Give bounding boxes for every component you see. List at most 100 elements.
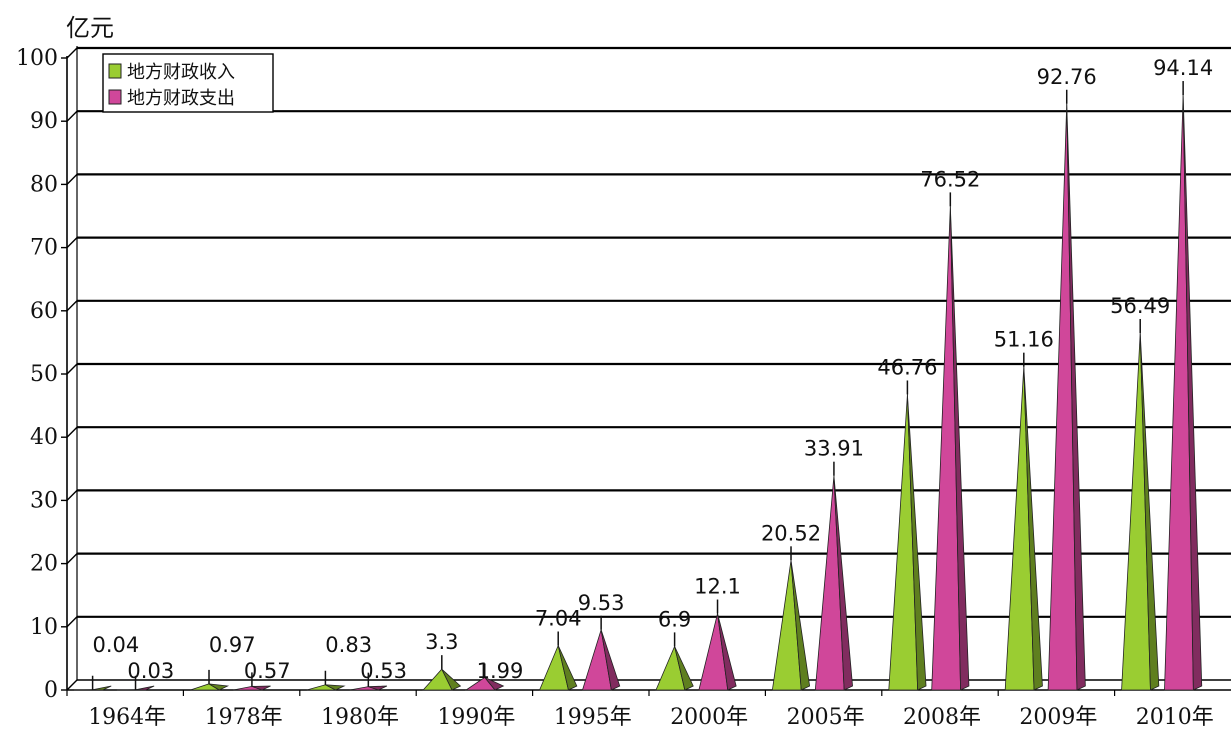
bar-expenditure: 33.91 (804, 437, 864, 691)
cone-side-face (674, 646, 694, 691)
bar-revenue: 20.52 (761, 521, 821, 691)
gridline-depth (66, 679, 78, 691)
gridline-depth (66, 300, 78, 312)
data-label: 33.91 (804, 437, 864, 461)
x-tick-label: 2000年 (670, 705, 748, 730)
bar-expenditure: 94.14 (1153, 56, 1213, 691)
y-tick-label: 0 (44, 678, 58, 703)
cone-side-face (1139, 332, 1160, 691)
cone-side-face (135, 685, 155, 691)
bar-expenditure: 76.52 (920, 167, 980, 691)
cone-side-face (833, 475, 853, 691)
bar-revenue: 46.76 (877, 355, 937, 691)
data-label: 0.04 (93, 633, 140, 657)
cone-side-face (208, 683, 230, 691)
y-tick-label: 70 (30, 236, 58, 261)
data-label: 12.1 (694, 575, 741, 599)
y-tick-label: 30 (30, 488, 58, 513)
y-axis-unit-label: 亿元 (66, 14, 114, 42)
grid-lines (66, 46, 1231, 691)
bar-expenditure: 0.53 (349, 659, 407, 691)
legend-label: 地方财政支出 (127, 88, 235, 109)
cone-side-face (907, 394, 927, 691)
cone-side-face (1182, 95, 1203, 691)
legend-box (102, 53, 274, 113)
gridline-depth (66, 47, 78, 59)
data-label: 76.52 (920, 167, 980, 191)
bar-expenditure: 1.99 (464, 659, 524, 691)
data-label: 56.49 (1110, 294, 1170, 318)
gridline-depth (66, 237, 78, 249)
data-label: 3.3 (425, 630, 458, 654)
gridline-depth (66, 616, 78, 628)
data-label: 0.53 (360, 659, 407, 683)
bar-revenue: 0.97 (190, 633, 256, 691)
data-label: 0.97 (209, 633, 256, 657)
y-tick-label: 60 (30, 299, 58, 324)
x-tick-label: 1978年 (205, 705, 283, 730)
y-tick-label: 100 (16, 46, 58, 71)
y-tick-label: 80 (30, 172, 58, 197)
x-tick-label: 2010年 (1136, 705, 1214, 730)
x-tick-label: 2008年 (903, 705, 981, 730)
cone-side-face (557, 645, 578, 691)
data-label: 51.16 (994, 328, 1054, 352)
bar-revenue: 56.49 (1110, 294, 1170, 691)
cone-side-face (717, 613, 737, 691)
bar-expenditure: 12.1 (694, 575, 741, 691)
cone-side-face (92, 685, 112, 691)
x-tick-label: 1995年 (554, 705, 632, 730)
bar-revenue: 7.04 (535, 607, 582, 691)
bar-revenue: 3.3 (422, 630, 462, 691)
bar-expenditure: 0.57 (233, 659, 291, 691)
data-label: 0.03 (127, 659, 174, 683)
data-label: 6.9 (658, 607, 691, 631)
y-axis: 0 10 20 30 40 50 60 70 80 90 100 (16, 46, 78, 703)
x-tick-label: 2009年 (1019, 705, 1097, 730)
cone-side-face (949, 206, 970, 691)
cone-side-face (1023, 366, 1043, 691)
x-tick-label: 1990年 (437, 705, 515, 730)
data-label: 46.76 (877, 355, 937, 379)
cone-side-face (251, 685, 271, 691)
gridline-depth (66, 426, 78, 438)
x-axis: 1964年 1978年 1980年 1990年 1995年 2000年 2005年 2008年… (66, 690, 1214, 730)
data-label: 20.52 (761, 521, 821, 545)
legend-swatch (108, 89, 122, 105)
data-label: 92.76 (1037, 65, 1097, 89)
cone-side-face (484, 677, 505, 691)
y-tick-label: 20 (30, 552, 58, 577)
cone-side-face (441, 668, 462, 691)
cone-side-face (600, 629, 621, 691)
gridline-depth (66, 173, 78, 185)
cone-side-face (368, 685, 388, 691)
cone-side-face (790, 560, 811, 691)
gridline-depth (66, 363, 78, 375)
y-tick-label: 50 (30, 362, 58, 387)
data-label: 0.83 (325, 633, 372, 657)
gridline-depth (66, 110, 78, 122)
data-label: 7.04 (535, 607, 582, 631)
legend-swatch (108, 63, 122, 79)
data-label: 94.14 (1153, 56, 1213, 80)
data-label: 0.57 (244, 659, 291, 683)
bars: 0.040.03 0.970.57 0.830.53 3.3 1.99 7.049.53 6… (73, 56, 1213, 691)
cone-side-face (325, 684, 346, 691)
gridline-depth (66, 553, 78, 565)
x-tick-label: 1964年 (88, 705, 166, 730)
bar-revenue: 0.04 (73, 633, 140, 691)
bar-revenue: 0.83 (306, 633, 372, 691)
gridline-depth (66, 489, 78, 501)
bar-expenditure: 0.03 (116, 659, 174, 691)
legend-label: 地方财政收入 (127, 62, 235, 83)
bar-expenditure: 92.76 (1037, 65, 1097, 691)
data-label: 9.53 (578, 591, 625, 615)
bar-revenue: 51.16 (994, 328, 1054, 691)
y-tick-label: 40 (30, 425, 58, 450)
data-label: 1.99 (477, 659, 524, 683)
x-tick-label: 1980年 (321, 705, 399, 730)
cone-side-face (1066, 103, 1086, 691)
x-tick-label: 2005年 (787, 705, 865, 730)
